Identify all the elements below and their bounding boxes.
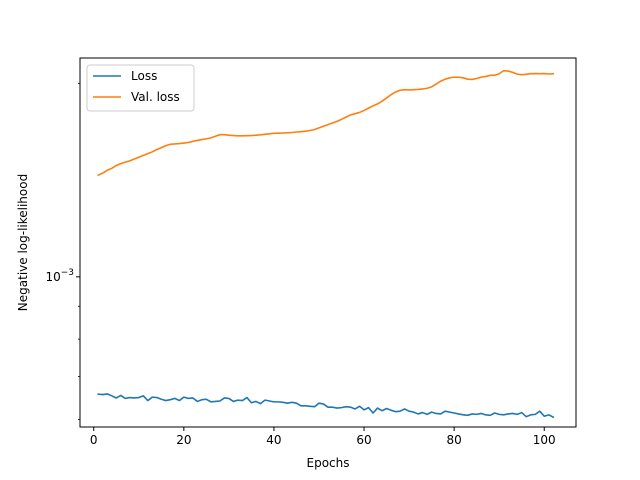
x-tick-label: 40 [266,433,281,447]
legend-label-loss: Loss [131,69,157,83]
series-line-loss [97,393,555,419]
legend-label-val-loss: Val. loss [131,90,180,104]
x-tick-label: 80 [446,433,461,447]
plot-area-background [80,58,576,427]
series-layer [97,69,555,419]
x-axis-ticks: 0 20 40 60 80 100 [90,427,556,447]
x-tick-label: 60 [356,433,371,447]
y-axis-ticks: 10−3 [45,82,80,420]
x-axis-label: Epochs [307,456,350,470]
x-tick-label: 0 [90,433,98,447]
plot-area-frame [79,57,577,428]
x-tick-label: 100 [533,433,556,447]
y-axis-label: Negative log-likelihood [16,174,30,311]
legend: Loss Val. loss [86,64,195,112]
x-tick-label: 20 [176,433,191,447]
series-line-val-loss [97,69,555,177]
y-tick-label: 10−3 [45,268,74,284]
